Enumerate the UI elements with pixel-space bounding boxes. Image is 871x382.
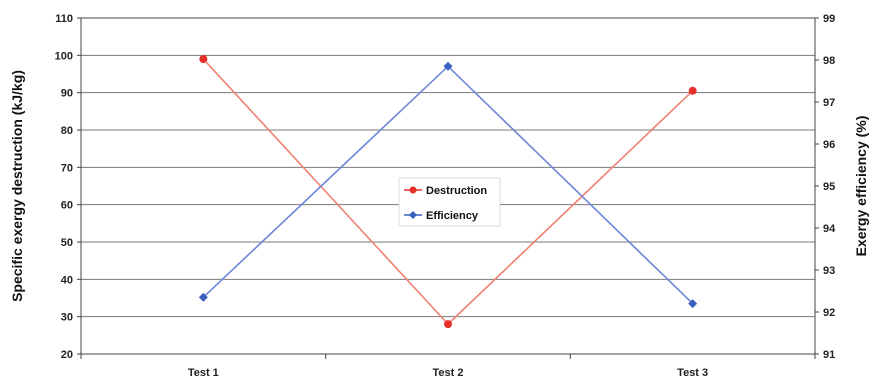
data-point-destruction	[444, 320, 452, 329]
left-tick-label: 90	[61, 88, 73, 100]
right-tick-label: 93	[823, 265, 835, 277]
left-axis-title: Specific exergy destruction (kJ/kg)	[9, 70, 25, 302]
left-tick-label: 30	[61, 312, 73, 324]
legend: Destruction Efficiency	[398, 177, 501, 227]
data-point-efficiency	[688, 299, 698, 309]
right-tick-label: 94	[823, 223, 836, 235]
x-tick-label: Test 1	[188, 367, 219, 379]
right-tick-label: 91	[823, 349, 835, 361]
legend-box	[398, 177, 501, 227]
data-point-efficiency	[198, 292, 208, 302]
left-y-ticks: 20 30 40 50 60 70 80 90 100 110	[55, 13, 81, 361]
axes	[80, 17, 816, 355]
left-tick-label: 110	[55, 13, 73, 25]
left-tick-label: 70	[61, 162, 73, 174]
left-tick-label: 50	[61, 237, 73, 249]
right-tick-label: 95	[823, 181, 835, 193]
left-tick-label: 100	[55, 50, 73, 62]
left-tick-label: 80	[61, 125, 73, 137]
right-axis-title: Exergy efficiency (%)	[853, 116, 869, 257]
right-y-ticks: 91 92 93 94 95 96 97 98 99	[815, 13, 836, 361]
legend-destruction-label: Destruction	[426, 185, 487, 197]
gridlines	[81, 54, 815, 318]
data-point-efficiency	[443, 61, 453, 71]
right-tick-label: 98	[823, 55, 835, 67]
legend-efficiency-label: Efficiency	[426, 210, 479, 222]
series	[198, 55, 698, 329]
right-tick-label: 96	[823, 139, 835, 151]
legend-destruction-marker	[409, 186, 417, 194]
data-point-destruction	[199, 55, 208, 64]
data-point-destruction	[688, 86, 697, 95]
right-tick-label: 97	[823, 97, 835, 109]
right-tick-label: 99	[823, 13, 835, 25]
left-tick-label: 40	[61, 274, 73, 286]
legend-efficiency-marker	[409, 211, 417, 219]
x-tick-label: Test 3	[677, 367, 708, 379]
left-tick-label: 60	[61, 200, 73, 212]
x-tick-label: Test 2	[433, 367, 464, 379]
x-ticks: Test 1 Test 2 Test 3	[80, 354, 816, 379]
left-tick-label: 20	[61, 349, 73, 361]
right-tick-label: 92	[823, 307, 835, 319]
